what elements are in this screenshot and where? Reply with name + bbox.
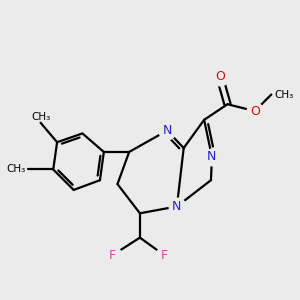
Text: O: O (250, 105, 260, 118)
Text: CH₃: CH₃ (7, 164, 26, 175)
Text: N: N (207, 150, 217, 163)
Text: F: F (109, 249, 116, 262)
Text: O: O (215, 70, 225, 83)
Text: CH₃: CH₃ (274, 89, 293, 100)
Text: CH₃: CH₃ (31, 112, 50, 122)
Text: F: F (161, 249, 168, 262)
Text: N: N (172, 200, 182, 213)
Text: N: N (163, 124, 172, 137)
